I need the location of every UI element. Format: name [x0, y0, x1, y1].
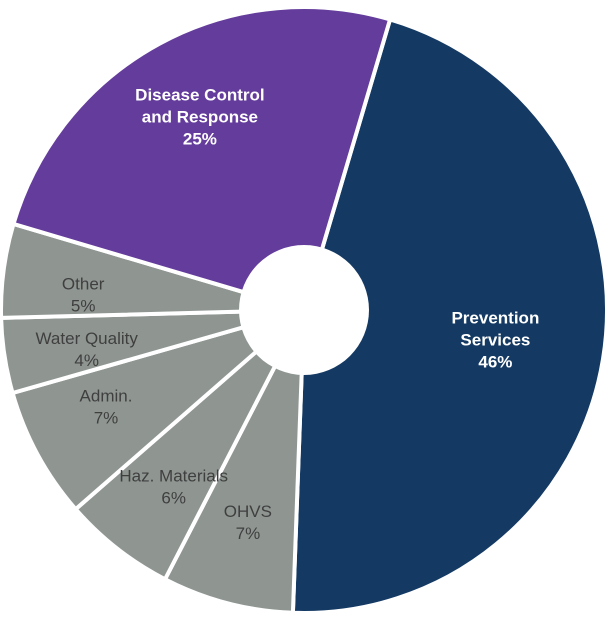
chart-slices	[0, 5, 610, 615]
slice-percent-label: 7%	[236, 524, 261, 543]
slice-label-6: Disease Control and Response 25%	[135, 86, 264, 149]
slice-3	[10, 308, 306, 512]
slice-label-4: Water Quality 4%	[36, 330, 139, 371]
slice-label-0: Prevention Services 46%	[451, 309, 539, 372]
slice-name-label: Services	[460, 331, 530, 350]
slice-name-label: Water Quality	[36, 330, 139, 349]
slice-percent-label: 6%	[161, 489, 186, 508]
slice-label-5: Other 5%	[62, 275, 105, 316]
slice-percent-label: 5%	[71, 297, 96, 316]
slice-name-label: Haz. Materials	[119, 467, 228, 486]
slice-name-label: OHVS	[224, 502, 272, 521]
slice-label-2: Haz. Materials 6%	[119, 467, 228, 508]
slice-name-label: Admin.	[80, 387, 133, 406]
chart-labels: Prevention Services 46% OHVS 7% Haz. Material…	[36, 86, 540, 544]
slice-name-label: and Response	[142, 108, 258, 127]
slice-label-1: OHVS 7%	[224, 502, 272, 543]
slice-name-label: Disease Control	[135, 86, 264, 105]
slice-percent-label: 25%	[183, 130, 217, 149]
slice-percent-label: 46%	[478, 353, 512, 372]
slice-name-label: Prevention	[451, 309, 539, 328]
slice-name-label: Other	[62, 275, 105, 294]
slice-percent-label: 4%	[74, 352, 99, 371]
slice-0	[290, 17, 610, 615]
slice-percent-label: 7%	[94, 409, 119, 428]
slice-label-3: Admin. 7%	[80, 387, 133, 428]
donut-hole	[239, 245, 369, 375]
slice-6	[11, 5, 393, 312]
slice-1	[163, 308, 306, 615]
